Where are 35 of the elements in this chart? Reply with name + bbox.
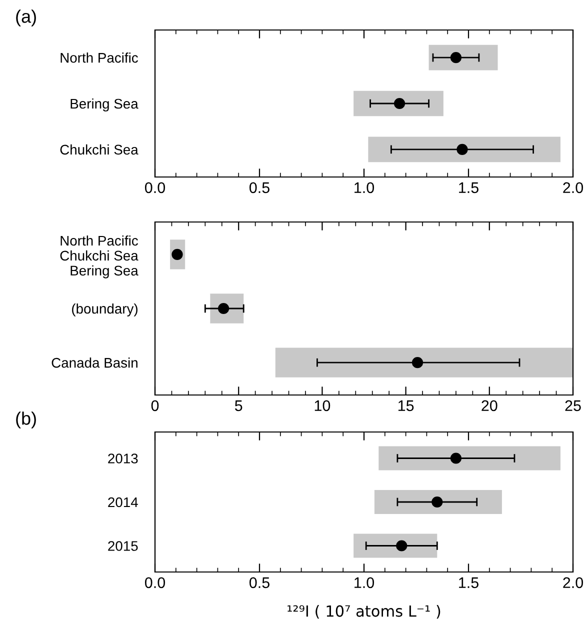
x-tick-label: 1.0: [354, 182, 374, 194]
y-tick-label: Canada Basin: [52, 358, 138, 368]
x-tick-label: 2.0: [563, 182, 584, 194]
y-tick-label: 2013: [108, 454, 138, 464]
x-tick-label: 0.5: [249, 182, 270, 194]
x-tick-label: 10: [314, 400, 330, 412]
text: (a): [16, 10, 36, 26]
y-tick-label: 2014: [108, 497, 138, 508]
bar: [368, 136, 560, 162]
bar: [378, 446, 560, 470]
x-tick-label: 15: [398, 400, 414, 412]
x-tick-label: 1.5: [459, 182, 478, 194]
x-tick-label: 0.0: [144, 182, 166, 194]
x-tick-label: 25: [565, 400, 581, 412]
x-tick-label: 5: [234, 400, 242, 412]
x-axis-title: ¹²⁹I ( 10⁷ atoms L⁻¹ ): [288, 605, 440, 619]
y-tick-label: Chukchi Sea: [60, 144, 138, 155]
bar: [275, 348, 573, 378]
text: (b): [16, 412, 36, 428]
y-tick-label: North Pacific: [60, 52, 138, 63]
x-tick-label: 0.0: [144, 577, 166, 588]
x-tick-label: 0: [151, 400, 159, 412]
x-tick-label: 0.5: [249, 577, 270, 588]
y-tick-label: North Pacific Chukchi Sea Bering Sea: [60, 235, 138, 278]
bar: [354, 534, 438, 558]
x-tick-label: 20: [482, 400, 498, 412]
bar: [374, 490, 502, 514]
bar: [428, 44, 498, 70]
x-tick-label: 1.0: [354, 577, 374, 588]
y-tick-label: Bering Sea: [70, 98, 138, 112]
y-tick-label: (boundary): [72, 303, 138, 316]
bar: [354, 90, 444, 116]
x-tick-label: 2.0: [563, 577, 584, 588]
y-tick-label: 2015: [108, 541, 138, 551]
x-tick-label: 1.5: [459, 577, 478, 588]
